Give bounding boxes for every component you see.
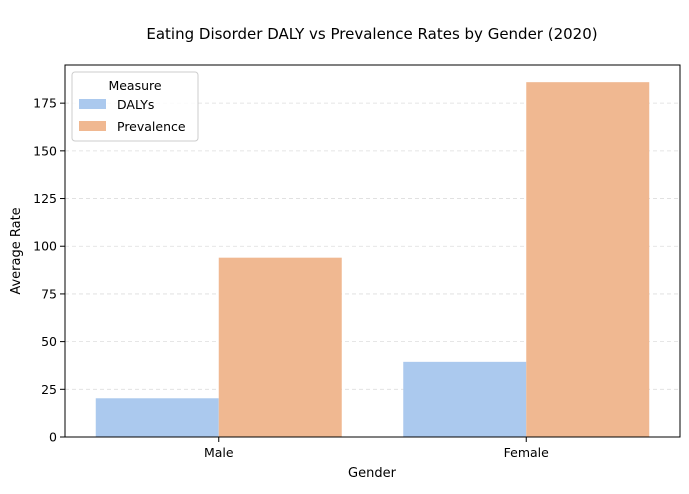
- bar-dalys-female: [403, 361, 527, 437]
- x-axis: Male Female: [204, 437, 549, 460]
- y-tick-label: 75: [41, 286, 57, 301]
- legend-label-prevalence: Prevalence: [117, 119, 186, 134]
- bar-prevalence-male: [218, 257, 342, 437]
- legend-swatch-dalys: [79, 99, 106, 109]
- y-tick-label: 25: [41, 382, 57, 397]
- y-axis: 0 25 50 75 100 125 150 175: [33, 96, 65, 445]
- y-tick-label: 0: [49, 430, 57, 445]
- bar-prevalence-female: [526, 82, 650, 438]
- y-axis-label: Average Rate: [9, 207, 24, 294]
- bars: [95, 82, 650, 438]
- legend: Measure DALYs Prevalence: [71, 71, 199, 142]
- x-tick-label: Male: [204, 445, 234, 460]
- y-tick-label: 125: [33, 191, 57, 206]
- plot-area-frame: [64, 64, 681, 438]
- legend-title: Measure: [108, 78, 161, 93]
- y-tick-label: 150: [33, 143, 57, 158]
- x-axis-label: Gender: [348, 466, 397, 481]
- y-tick-label: 175: [33, 96, 57, 111]
- x-tick-label: Female: [504, 445, 550, 460]
- legend-label-dalys: DALYs: [117, 97, 154, 112]
- legend-swatch-prevalence: [79, 121, 106, 131]
- y-tick-label: 100: [33, 239, 57, 254]
- y-tick-label: 50: [41, 334, 57, 349]
- bar-dalys-male: [95, 398, 219, 437]
- chart-title: Eating Disorder DALY vs Prevalence Rates…: [146, 25, 597, 43]
